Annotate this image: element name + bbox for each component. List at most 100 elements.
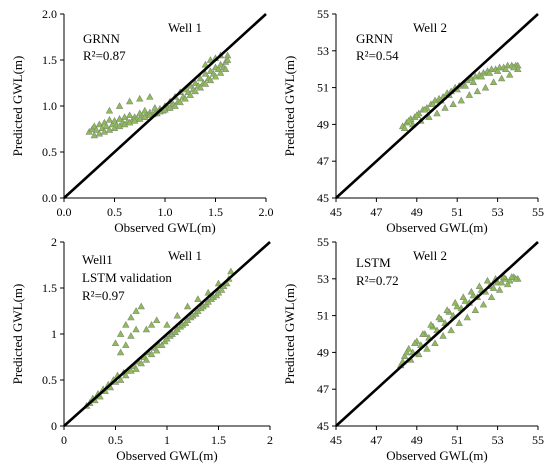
data-point [116,348,125,356]
data-point [469,291,478,299]
data-point [166,104,174,111]
x-tick-label: 47 [370,433,382,447]
y-tick-label: 47 [317,382,329,396]
x-tick-label: 1.5 [211,433,226,447]
x-tick-label: 0.5 [107,205,122,219]
x-axis-label: Observed GWL(m) [114,220,215,235]
y-tick-label: 0.5 [42,373,57,387]
data-point [142,355,151,363]
data-point [137,302,145,310]
data-point [122,341,130,348]
data-point [221,65,230,73]
data-point [137,359,145,367]
data-point [92,126,101,133]
data-point [146,111,154,119]
data-point [471,306,480,313]
y-tick-label: 53 [317,44,329,58]
data-point [493,67,502,74]
data-point [127,366,135,374]
panel-label: Well 1 [168,20,202,35]
panel-label: Well 2 [413,248,447,263]
x-tick-label: 45 [330,205,342,219]
annotation: GRNN [83,31,120,46]
data-point [201,60,210,68]
data-point [510,63,518,71]
y-tick-label: 47 [317,154,329,168]
data-point [469,78,478,85]
data-point [204,288,212,296]
y-axis-label: Predicted GWL(m) [282,56,297,157]
y-tick-label: 0 [51,419,57,433]
data-point [443,306,451,313]
annotation: LSTM validation [82,270,172,285]
data-point [163,320,171,328]
data-point [501,65,510,73]
data-point [206,56,215,63]
data-point [146,92,154,100]
data-point [90,131,99,139]
y-tick-label: 53 [317,272,329,286]
y-tick-label: 0.0 [42,191,57,205]
data-point [465,91,474,98]
x-axis-label: Observed GWL(m) [116,448,217,463]
data-point [120,120,129,128]
data-point [461,297,469,304]
data-point [136,115,144,122]
data-point [176,98,184,106]
x-tick-label: 49 [411,205,423,219]
data-point [508,273,516,280]
data-point [487,293,496,301]
data-point [115,102,124,109]
data-point [419,330,427,337]
data-point [161,105,169,113]
y-tick-label: 51 [317,309,329,323]
y-tick-label: 55 [317,235,329,249]
data-point [495,286,504,293]
data-point [429,100,437,108]
data-point [400,124,409,131]
data-point [152,346,161,354]
data-point [223,51,232,59]
x-tick-label: 0.5 [108,433,123,447]
data-point [127,332,135,339]
data-point [217,286,226,293]
reference-line [335,13,539,199]
data-point [441,104,449,111]
y-axis-label: Predicted GWL(m) [10,56,25,157]
data-point [481,83,490,91]
x-tick-label: 2 [267,433,273,447]
panel-label: Well 2 [413,20,447,35]
chart-panel-3: 0 0.5 1 1.5 2 0 0.5 1 1.5 2 Observed GWL(m) Predict… [10,235,273,463]
data-point [461,81,469,89]
x-tick-label: 1.0 [158,205,173,219]
y-axis-label: Predicted GWL(m) [10,284,25,385]
data-point [116,330,125,337]
reference-line [63,13,267,199]
data-point [497,278,506,286]
chart-panel-4: 45 47 49 51 53 55 45 47 49 51 53 55 Observed GWL(m) P… [282,235,544,463]
x-tick-label: 0.0 [57,205,72,219]
y-tick-label: 2.0 [42,7,57,21]
data-point [453,302,461,310]
data-point [151,104,159,111]
data-point [105,115,114,123]
data-point [402,348,411,356]
x-tick-label: 47 [370,205,382,219]
data-point [95,129,104,137]
data-point [214,279,223,287]
data-point [142,325,151,333]
data-point [223,56,232,63]
data-point [158,341,166,348]
data-point [489,78,498,85]
data-point [116,376,125,383]
data-point [497,74,506,82]
data-point [181,94,189,102]
x-tick-label: 53 [492,433,504,447]
data-point [171,102,179,109]
x-tick-label: 53 [492,205,504,219]
y-tick-label: 1 [51,327,57,341]
data-point [132,325,140,333]
data-point [405,116,413,124]
data-point [122,371,130,379]
